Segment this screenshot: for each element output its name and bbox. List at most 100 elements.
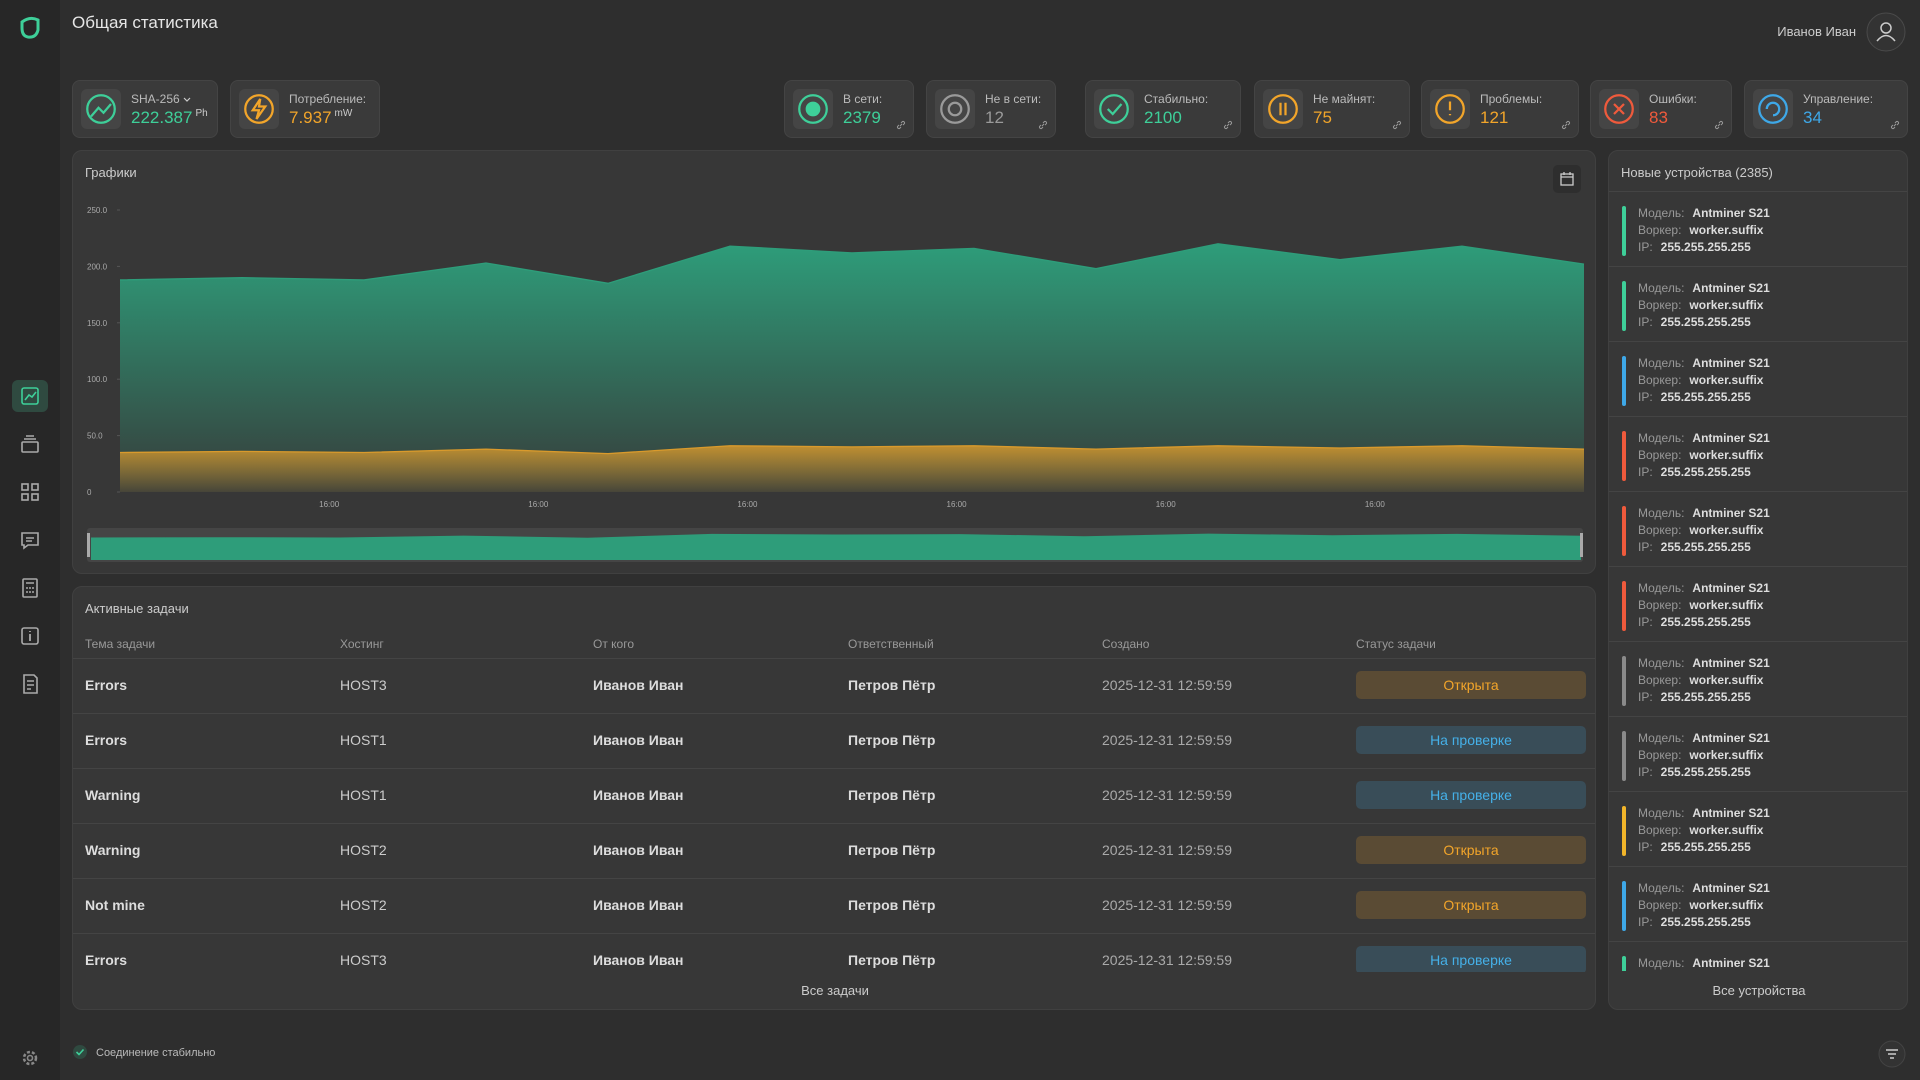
cell-assignee: Петров Пётр	[848, 842, 936, 858]
device-line: Воркер: worker.suffix	[1638, 598, 1763, 612]
cell-assignee: Петров Пётр	[848, 732, 936, 748]
device-key: Воркер:	[1638, 373, 1682, 387]
chevron	[183, 97, 191, 102]
cell-from: Иванов Иван	[593, 842, 684, 858]
column-header: От кого	[593, 637, 635, 651]
navigator-handle[interactable]	[87, 533, 90, 557]
cell-topic: Errors	[85, 952, 128, 968]
calendar-button[interactable]	[1553, 165, 1581, 193]
device-line: Модель: Antminer S21	[1638, 281, 1770, 295]
row-separator	[73, 933, 1595, 934]
device-value: Antminer S21	[1692, 356, 1770, 370]
cell-topic: Warning	[85, 842, 141, 858]
nav-info[interactable]	[16, 622, 44, 650]
device-key: Модель:	[1638, 731, 1685, 745]
device-line: Воркер: worker.suffix	[1638, 298, 1763, 312]
logo[interactable]	[16, 14, 44, 42]
link-icon[interactable]	[1391, 119, 1403, 131]
nav-layers[interactable]	[16, 430, 44, 458]
status-bar	[1622, 581, 1626, 631]
icon-dot	[947, 101, 963, 117]
x-tick-label: 16:00	[1365, 500, 1386, 509]
device-value: Antminer S21	[1692, 656, 1770, 670]
connection-status: Соединение стабильно	[96, 1047, 216, 1059]
link-icon[interactable]	[1222, 119, 1234, 131]
device-value: Antminer S21	[1692, 731, 1770, 745]
device-line: Воркер: worker.suffix	[1638, 748, 1763, 762]
link-glyph	[896, 120, 906, 130]
status-pill: Открыта	[1356, 891, 1586, 919]
dropdown-chevron[interactable]	[183, 97, 191, 103]
device-key: IP:	[1638, 615, 1653, 629]
nav-messages[interactable]	[16, 526, 44, 554]
nav-grid[interactable]	[16, 478, 44, 506]
link-icon[interactable]	[1560, 119, 1572, 131]
device-value: Antminer S21	[1692, 431, 1770, 445]
sidebar	[0, 0, 60, 1080]
device-value: worker.suffix	[1689, 598, 1764, 612]
stat-icon-box	[793, 89, 833, 129]
stat-card: Потребление: 7.937 mW	[230, 80, 380, 138]
device-key: Модель:	[1638, 806, 1685, 820]
cell-host: HOST1	[340, 787, 387, 803]
stat-icon-box	[1263, 89, 1303, 129]
cell-host: HOST3	[340, 677, 387, 693]
area-fill	[120, 445, 1584, 492]
link-icon[interactable]	[895, 119, 907, 131]
chart-panel: Графики 0 50.0 100.0 150.0 200.0 250.0 16:00 16…	[72, 150, 1596, 574]
stat-icon	[1268, 94, 1298, 124]
device-line: Модель: Antminer S21	[1638, 506, 1770, 520]
link-icon[interactable]	[1037, 119, 1049, 131]
device-item: Модель: Antminer S21 Воркер: worker.suffix I…	[1609, 417, 1907, 492]
stat-icon-box	[81, 89, 121, 129]
status-bar	[1622, 806, 1626, 856]
status-pill: На проверке	[1356, 781, 1586, 809]
device-value: Antminer S21	[1692, 506, 1770, 520]
link-glyph	[1890, 120, 1900, 130]
all-tasks-link[interactable]: Все задачи	[801, 983, 869, 998]
stat-value: 83	[1649, 108, 1668, 128]
stat-icon	[1099, 94, 1129, 124]
user-avatar[interactable]	[1866, 12, 1906, 52]
device-value: worker.suffix	[1689, 223, 1764, 237]
stat-number: 34	[1803, 108, 1822, 127]
cell-host: HOST3	[340, 952, 387, 968]
page-title: Общая статистика	[72, 13, 218, 32]
stat-card: Проблемы: 121	[1421, 80, 1579, 138]
device-key: Модель:	[1638, 581, 1685, 595]
device-item: Модель: Antminer S21 Воркер: worker.suffix I…	[1609, 342, 1907, 417]
row-separator	[73, 823, 1595, 824]
cell-topic: Warning	[85, 787, 141, 803]
user-name[interactable]: Иванов Иван	[1777, 24, 1856, 39]
link-icon[interactable]	[1889, 119, 1901, 131]
column-header: Статус задачи	[1356, 637, 1436, 651]
cell-created: 2025-12-31 12:59:59	[1102, 677, 1232, 693]
nav-charts[interactable]	[16, 382, 44, 410]
device-key: Воркер:	[1638, 823, 1682, 837]
icon-ring	[1604, 94, 1634, 124]
nav-calculator[interactable]	[16, 574, 44, 602]
device-key: IP:	[1638, 465, 1653, 479]
device-line: IP: 255.255.255.255	[1638, 840, 1751, 854]
all-devices-link[interactable]: Все устройства	[1712, 983, 1806, 998]
panel-title: Графики	[85, 165, 137, 180]
device-key: Модель:	[1638, 431, 1685, 445]
device-value: 255.255.255.255	[1660, 915, 1751, 929]
tasks-panel: Активные задачи Тема задачи Хостинг От ког…	[72, 586, 1596, 1010]
status-pill: Открыта	[1356, 836, 1586, 864]
device-value: Antminer S21	[1692, 806, 1770, 820]
stat-card: Управление: 34	[1744, 80, 1908, 138]
device-item: Модель: Antminer S21 Воркер: worker.suffix I…	[1609, 717, 1907, 792]
device-key: IP:	[1638, 690, 1653, 704]
cell-host: HOST2	[340, 897, 387, 913]
device-line: Модель: Antminer S21	[1638, 206, 1770, 220]
navigator-handle[interactable]	[1580, 533, 1583, 557]
icon-glyph	[1613, 103, 1625, 115]
nav-settings[interactable]	[16, 1044, 44, 1072]
link-icon[interactable]	[1713, 119, 1725, 131]
nav-reports[interactable]	[16, 670, 44, 698]
filter-button[interactable]	[1878, 1040, 1906, 1068]
cell-created: 2025-12-31 12:59:59	[1102, 952, 1232, 968]
device-line: Воркер: worker.suffix	[1638, 673, 1763, 687]
